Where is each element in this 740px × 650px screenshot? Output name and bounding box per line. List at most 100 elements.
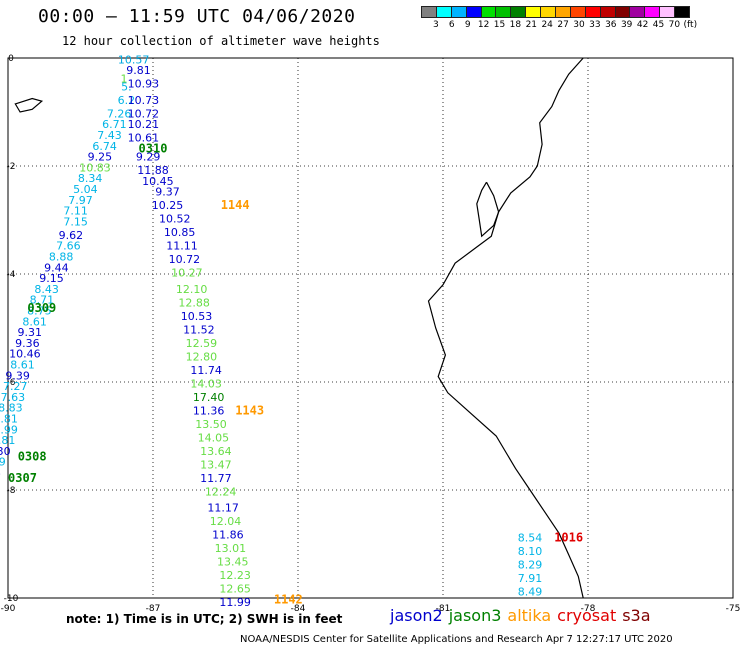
y-tick-label: -2 <box>7 162 16 172</box>
x-tick-label: -90 <box>1 604 16 614</box>
wave-height-label: 13.45 <box>217 556 249 569</box>
wave-height-label: 8.29 <box>518 558 543 571</box>
wave-height-label: 7.27 <box>3 380 28 393</box>
wave-height-label: 10.61 <box>128 132 160 145</box>
wave-height-label: 8.10 <box>518 545 543 558</box>
wave-height-label: 10.25 <box>152 199 184 212</box>
wave-height-label: 9.29 <box>136 151 161 164</box>
colorbar-tick-label: 21 <box>525 20 538 30</box>
legend-item-altika: altika <box>507 606 552 625</box>
wave-height-label: 10.45 <box>142 175 174 188</box>
wave-height-label: 7.91 <box>518 572 543 585</box>
pass-time-label: 0307 <box>8 471 37 485</box>
wave-height-label: 13.64 <box>200 445 232 458</box>
wave-height-label: 1 <box>121 72 128 85</box>
colorbar-tick-label: 27 <box>557 20 569 30</box>
wave-height-label: 6.71 <box>102 118 127 131</box>
wave-height-label: 7.97 <box>68 194 93 207</box>
wave-height-label: 11.52 <box>183 323 215 336</box>
credit-text: NOAA/NESDIS Center for Satellite Applica… <box>240 634 673 645</box>
colorbar-tick-label: 9 <box>464 20 471 30</box>
wave-height-label: 14.03 <box>190 377 222 390</box>
wave-height-label: 7.15 <box>63 215 88 228</box>
wave-height-label: 10.72 <box>128 107 160 120</box>
x-tick-label: -87 <box>146 604 161 614</box>
wave-height-label: 9.15 <box>39 272 64 285</box>
wave-height-label: 7.11 <box>63 205 88 218</box>
wave-height-label: 11.36 <box>193 404 225 417</box>
wave-height-label: 9.25 <box>88 151 113 164</box>
wave-height-label: 17.40 <box>193 391 225 404</box>
colorbar-tick-label: 42 <box>636 20 649 30</box>
colorbar-tick-label: (ft) <box>683 20 698 30</box>
coastline <box>427 57 584 599</box>
wave-height-label: 7.26 <box>107 107 132 120</box>
wave-height-label: 8.34 <box>78 172 103 185</box>
colorbar-labels: 3 6 9 12 15 18 21 24 27 30 33 36 39 42 45 70 (ft) <box>421 20 740 32</box>
wave-height-label: 8.99 <box>0 423 18 436</box>
wave-height-label: 9.39 <box>5 369 30 382</box>
wave-height-label: 9.30 <box>0 445 11 458</box>
wave-height-label: 12.59 <box>186 337 218 350</box>
pass-time-label: 1144 <box>221 198 250 212</box>
wave-height-label: 9.58 <box>0 467 1 480</box>
pass-time-label: 0309 <box>27 301 56 315</box>
wave-height-label: 10.83 <box>79 161 111 174</box>
wave-height-label: 12.04 <box>210 515 242 528</box>
wave-height-label: 12.10 <box>176 283 208 296</box>
colorbar-swatch <box>674 6 691 18</box>
y-tick-label: -10 <box>4 594 19 604</box>
colorbar-tick-label: 3 <box>433 20 439 30</box>
wave-height-label: 9.31 <box>18 326 43 339</box>
wave-height-label: 13.47 <box>200 458 232 471</box>
wave-height-label: 13.01 <box>215 542 247 555</box>
wave-height-label: 8.88 <box>49 251 74 264</box>
wave-height-label: 8.75 <box>27 305 52 318</box>
pass-time-label: 0308 <box>18 449 47 463</box>
wave-height-label: 6.2 <box>118 94 136 107</box>
wave-height-label: 7.63 <box>1 391 26 404</box>
legend-item-cryosat: cryosat <box>557 606 617 625</box>
colorbar-tick-label: 30 <box>573 20 585 30</box>
wave-height-label: 8.83 <box>0 402 23 415</box>
wave-height-label: 11.88 <box>137 164 169 177</box>
wave-height-label: 8.54 <box>518 531 543 544</box>
pass-time-label: 1016 <box>554 530 583 544</box>
wave-height-label: 10.27 <box>171 267 203 280</box>
wave-height-label: 8.81 <box>0 434 15 447</box>
wave-height-label: 11.99 <box>219 596 251 609</box>
x-tick-label: -78 <box>581 604 596 614</box>
wave-height-label: 11.17 <box>207 502 239 515</box>
wave-height-label: 9.44 <box>44 261 69 274</box>
x-tick-label: -75 <box>726 604 740 614</box>
colorbar-tick-label: 70 <box>668 20 681 30</box>
colorbar-tick-label: 18 <box>509 20 522 30</box>
wave-height-label: 10.85 <box>164 226 196 239</box>
legend-item-s3a: s3a <box>622 606 651 625</box>
wave-height-label: 6.74 <box>92 140 117 153</box>
satellite-legend: jason2 jason3 altika cryosat s3a <box>390 606 657 625</box>
pass-time-label: 0310 <box>139 142 168 156</box>
wave-height-label: 10.72 <box>169 253 201 266</box>
wave-height-label: 8.61 <box>22 315 47 328</box>
wave-height-label: 9.37 <box>155 186 180 199</box>
galapagos-island <box>14 97 44 113</box>
x-tick-label: -81 <box>436 604 451 614</box>
wave-height-label: 10.57 <box>118 53 150 66</box>
wave-height-label: 7.43 <box>97 129 122 142</box>
note-text: note: 1) Time is in UTC; 2) SWH is in fe… <box>66 612 343 626</box>
wave-height-label: 12.24 <box>205 485 237 498</box>
wave-height-label: 10.53 <box>181 310 213 323</box>
wave-height-label: 12.88 <box>178 296 210 309</box>
wave-height-label: 12.65 <box>219 583 251 596</box>
wave-height-label: 8.61 <box>10 359 35 372</box>
y-tick-label: -4 <box>7 270 16 280</box>
pass-time-label: 1142 <box>274 592 303 606</box>
wave-height-label: 13.50 <box>195 418 227 431</box>
page-subtitle: 12 hour collection of altimeter wave hei… <box>62 34 380 48</box>
wave-height-label: 8.81 <box>0 413 18 426</box>
colorbar-tick-label: 45 <box>652 20 665 30</box>
wave-height-label: 12.80 <box>186 350 218 363</box>
y-tick-label: 0 <box>8 54 14 64</box>
